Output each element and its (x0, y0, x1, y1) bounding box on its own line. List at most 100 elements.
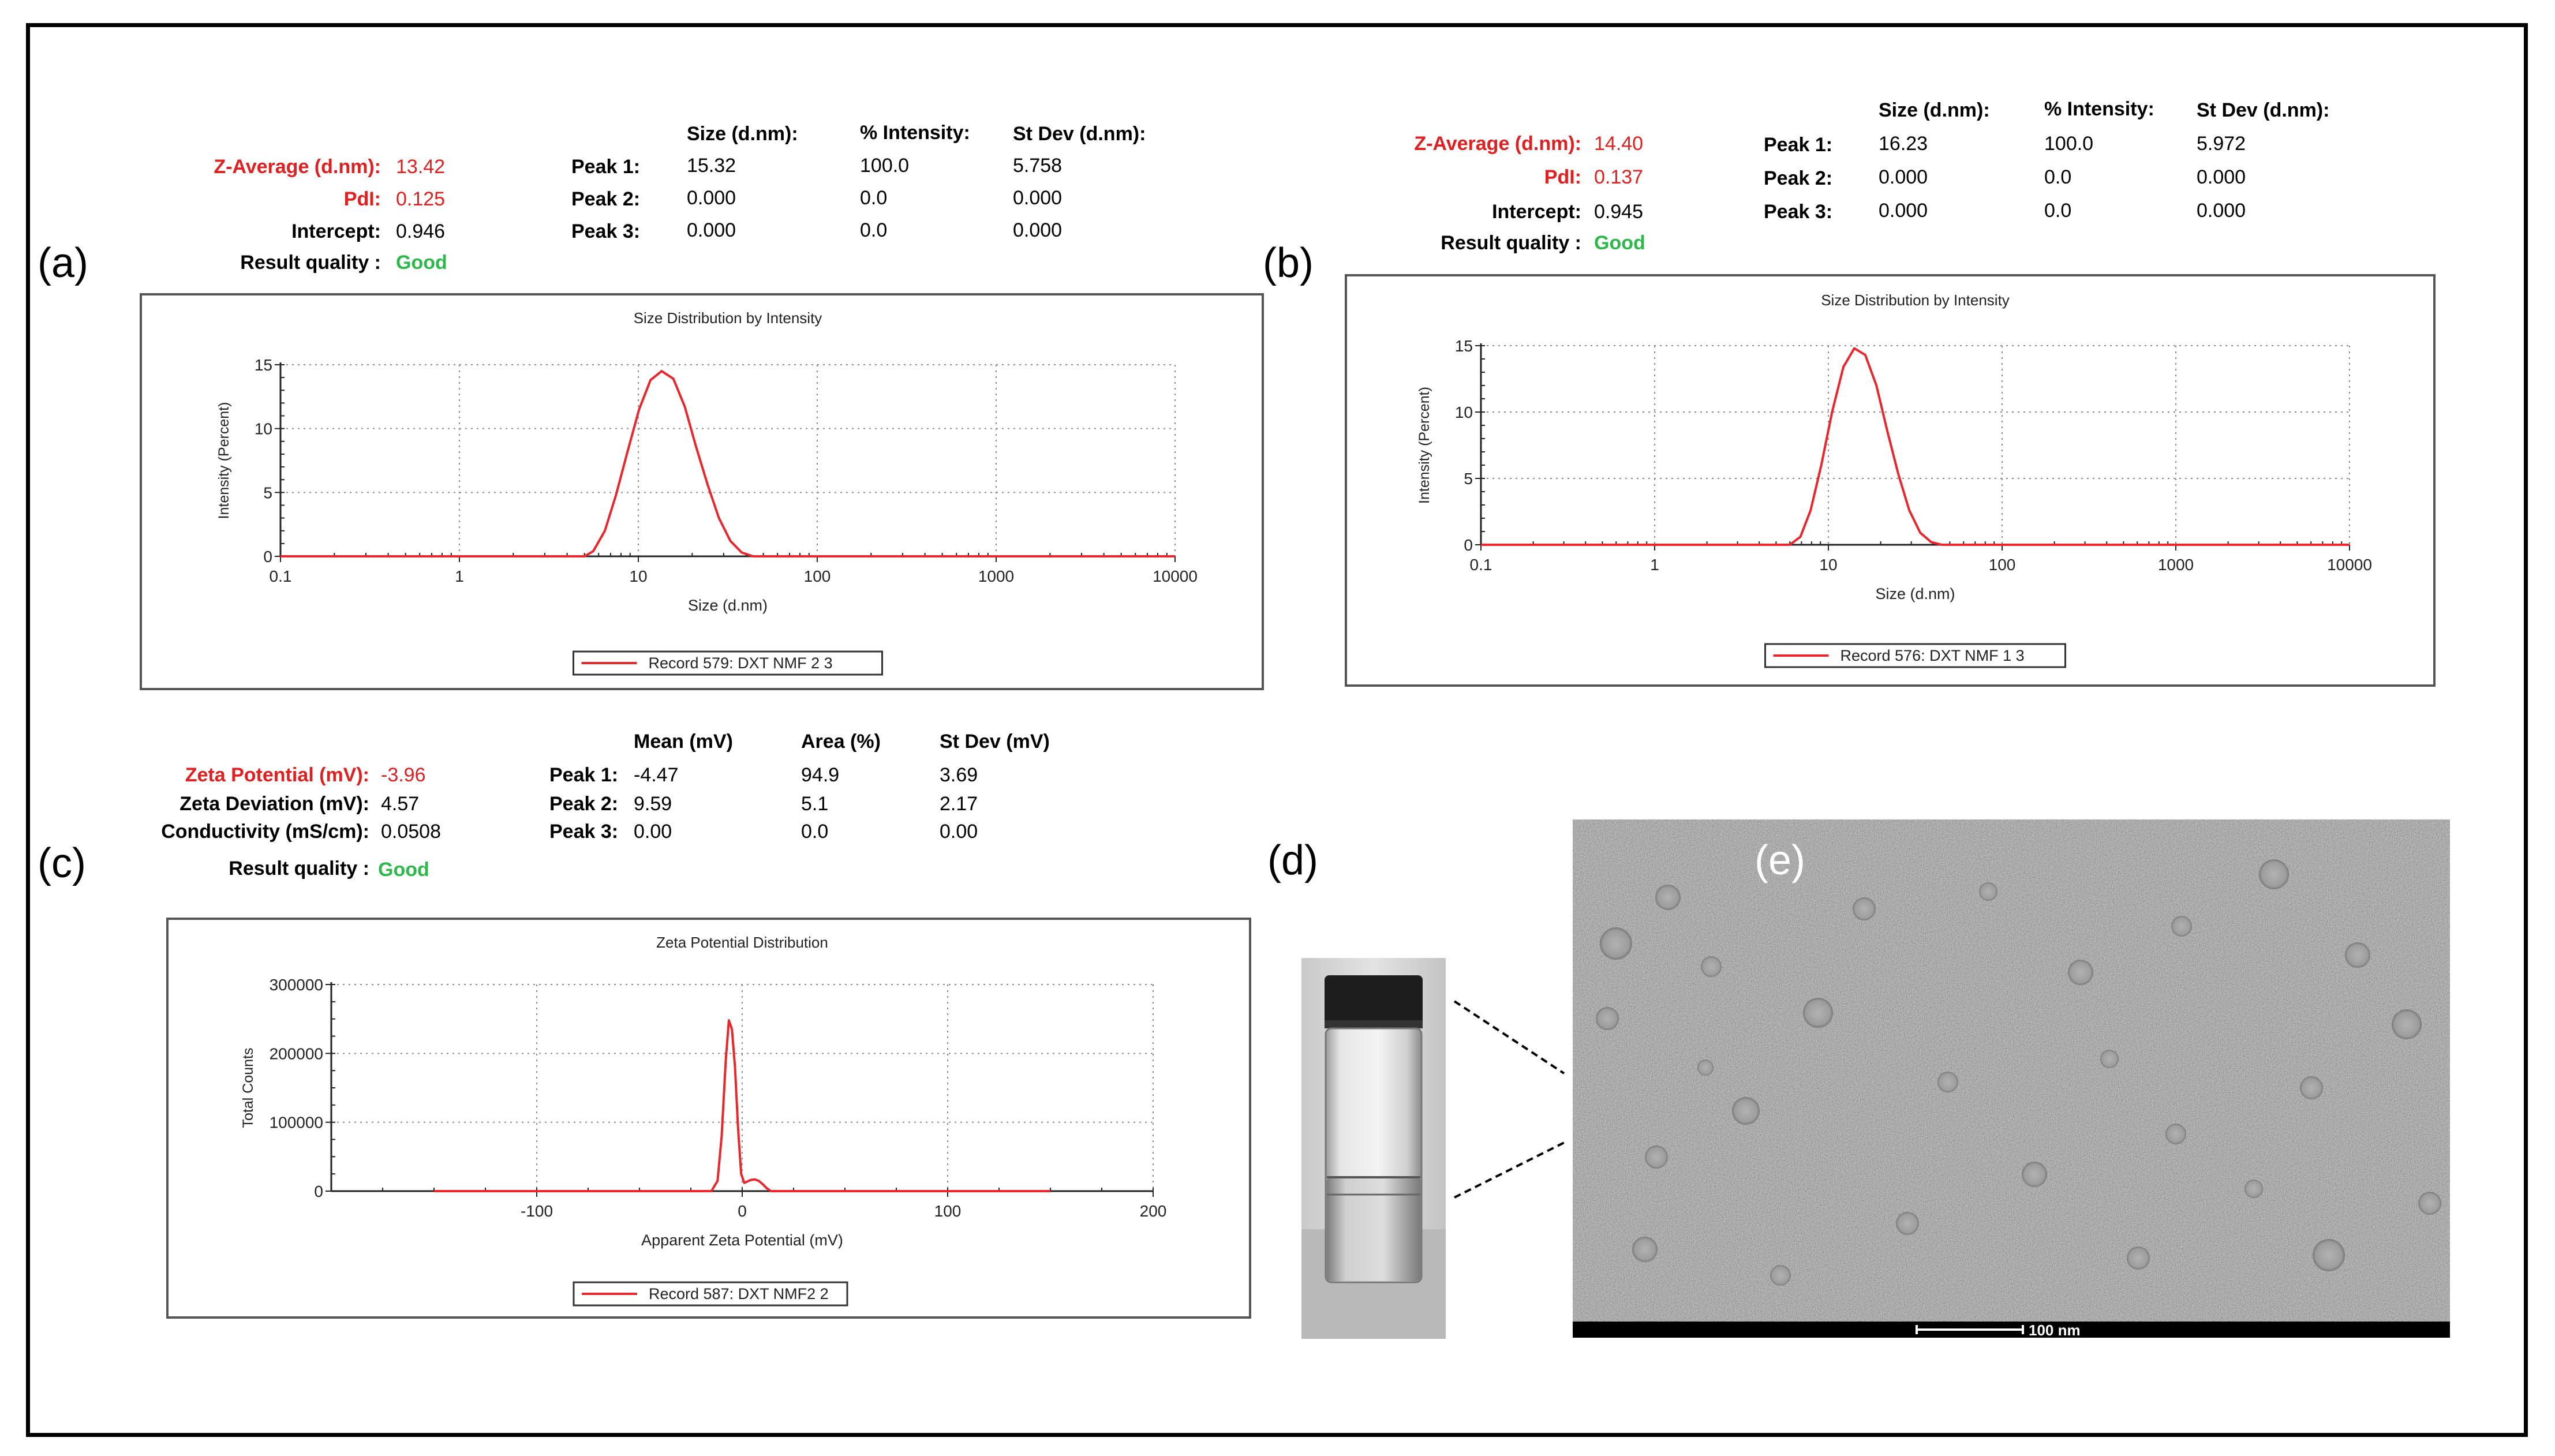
z-average-label: Z-Average (d.nm): (1414, 133, 1581, 155)
peak-2-stdev: 0.000 (2197, 166, 2246, 188)
legend-label: Record 579: DXT NMF 2 3 (649, 654, 833, 672)
intercept-label: Intercept: (291, 220, 381, 242)
conductivity-value: 0.0508 (381, 821, 441, 843)
peak-2-size: 0.000 (687, 187, 736, 209)
peak-1-area: 94.9 (801, 764, 840, 786)
col-stdev-header: St Dev (d.nm): (1013, 123, 1146, 145)
peak-2-mean: 9.59 (634, 793, 672, 815)
panel-label-b: (b) (1263, 240, 1314, 286)
y-axis-label: Intensity (Percent) (216, 402, 232, 519)
z-average-label: Z-Average (d.nm): (214, 156, 381, 178)
z-average-value: 14.40 (1594, 133, 1644, 155)
peak-3-stdev: 0.000 (2197, 200, 2246, 222)
peak-1-intensity: 100.0 (860, 155, 910, 177)
x-tick-label: 10 (629, 567, 647, 585)
x-tick-label: 0.1 (1470, 556, 1492, 574)
x-tick-label: 1 (455, 567, 464, 585)
x-axis-label: Size (d.nm) (688, 597, 768, 614)
pdi-value: 0.125 (396, 188, 446, 210)
peak-2-stdev: 2.17 (940, 793, 978, 815)
y-tick-label: 10 (255, 420, 272, 438)
peak-1-mean: -4.47 (634, 764, 679, 786)
peak-1-stdev: 3.69 (940, 764, 978, 786)
pdi-label: PdI: (1544, 166, 1581, 188)
x-tick-label: -100 (521, 1202, 553, 1220)
y-tick-label: 0 (1464, 536, 1473, 554)
series-line (434, 1019, 1050, 1192)
panel-label-a: (a) (38, 240, 88, 286)
panel-label-c: (c) (38, 840, 86, 886)
peak-3-size: 0.000 (687, 219, 736, 241)
conductivity-label: Conductivity (mS/cm): (161, 821, 369, 843)
peak-3-stdev: 0.000 (1013, 219, 1063, 241)
peak-1-stdev: 5.758 (1013, 155, 1063, 177)
zeta-potential-value: -3.96 (381, 764, 426, 786)
chart-title: Size Distribution by Intensity (634, 309, 822, 327)
x-tick-label: 0.1 (270, 567, 292, 585)
x-tick-label: 1 (1650, 556, 1659, 574)
zeta-potential-label: Zeta Potential (mV): (185, 764, 369, 786)
chart-a-box: Size Distribution by Intensity 0.1 1 10 10 0 1… (140, 293, 1264, 690)
peak-3-intensity: 0.0 (860, 219, 888, 241)
pdi-value: 0.137 (1594, 166, 1644, 188)
y-tick-label: 300000 (270, 976, 323, 994)
chart-title: Size Distribution by Intensity (1821, 291, 2010, 309)
x-tick-label: 1000 (2158, 556, 2194, 574)
y-tick-label: 5 (1464, 470, 1473, 488)
col-intensity-header: % Intensity: (860, 122, 970, 144)
x-axis-label: Apparent Zeta Potential (mV) (641, 1232, 843, 1249)
panel-label-e: (e) (1755, 837, 1805, 884)
series-line (280, 370, 1175, 557)
intercept-label: Intercept: (1492, 201, 1581, 223)
x-tick-label: 100 (934, 1202, 962, 1220)
result-quality-label: Result quality : (229, 858, 369, 879)
peak-3-mean: 0.00 (634, 821, 672, 843)
y-axis-label: Intensity (Percent) (1416, 387, 1432, 504)
chart-b-box: Size Distribution by Intensity 0.1 1 10 100 1… (1345, 274, 2436, 687)
peak-1-size: 15.32 (687, 155, 736, 177)
zeta-potential-chart: Zeta Potential Distribution -100 0 100 200 0 1… (240, 934, 1167, 1307)
y-tick-label: 15 (1455, 337, 1473, 355)
peak-3-area: 0.0 (801, 821, 829, 843)
y-tick-label: 0 (263, 548, 272, 566)
peak-2-size: 0.000 (1879, 166, 1928, 188)
result-quality-value: Good (396, 252, 447, 274)
peak-3-label: Peak 3: (1764, 201, 1833, 223)
peak-1-label: Peak 1: (571, 156, 641, 178)
zeta-deviation-value: 4.57 (381, 793, 420, 815)
peak-2-stdev: 0.000 (1013, 187, 1063, 209)
peak-2-label: Peak 2: (1764, 167, 1833, 189)
intercept-value: 0.945 (1594, 201, 1644, 223)
x-tick-label: 0 (738, 1202, 747, 1220)
peak-2-label: Peak 2: (571, 188, 641, 210)
chart-c-box: Zeta Potential Distribution -100 0 100 200 0 1… (166, 918, 1251, 1319)
peak-2-area: 5.1 (801, 793, 829, 815)
peak-1-stdev: 5.972 (2197, 133, 2246, 155)
result-quality-label: Result quality : (1441, 232, 1581, 254)
col-size-header: Size (d.nm): (687, 123, 798, 145)
x-tick-label: 200 (1140, 1202, 1167, 1220)
y-tick-label: 100000 (270, 1114, 323, 1132)
col-intensity-header: % Intensity: (2044, 98, 2154, 120)
peak-2-intensity: 0.0 (2044, 166, 2072, 188)
x-tick-label: 10000 (1153, 567, 1198, 585)
col-stdev-header: St Dev (d.nm): (2197, 99, 2330, 121)
legend-label: Record 587: DXT NMF2 2 (649, 1285, 829, 1302)
zoom-connector-lines (1453, 1000, 1565, 1199)
tem-micrograph: 100 nm (1573, 819, 2450, 1338)
figure-frame (26, 23, 2528, 1437)
y-tick-label: 0 (314, 1182, 323, 1200)
series-line (1481, 347, 2350, 546)
legend-label: Record 576: DXT NMF 1 3 (1841, 647, 2025, 664)
col-size-header: Size (d.nm): (1879, 99, 1990, 121)
x-tick-label: 1000 (978, 567, 1014, 585)
vial-photo (1301, 958, 1446, 1339)
peak-1-label: Peak 1: (1764, 134, 1833, 156)
peak-1-intensity: 100.0 (2044, 133, 2094, 155)
pdi-label: PdI: (343, 188, 381, 210)
x-tick-label: 100 (1989, 556, 2016, 574)
peak-1-label: Peak 1: (549, 764, 619, 786)
panel-label-d: (d) (1267, 837, 1318, 884)
chart-title: Zeta Potential Distribution (656, 934, 828, 951)
intercept-value: 0.946 (396, 220, 446, 242)
